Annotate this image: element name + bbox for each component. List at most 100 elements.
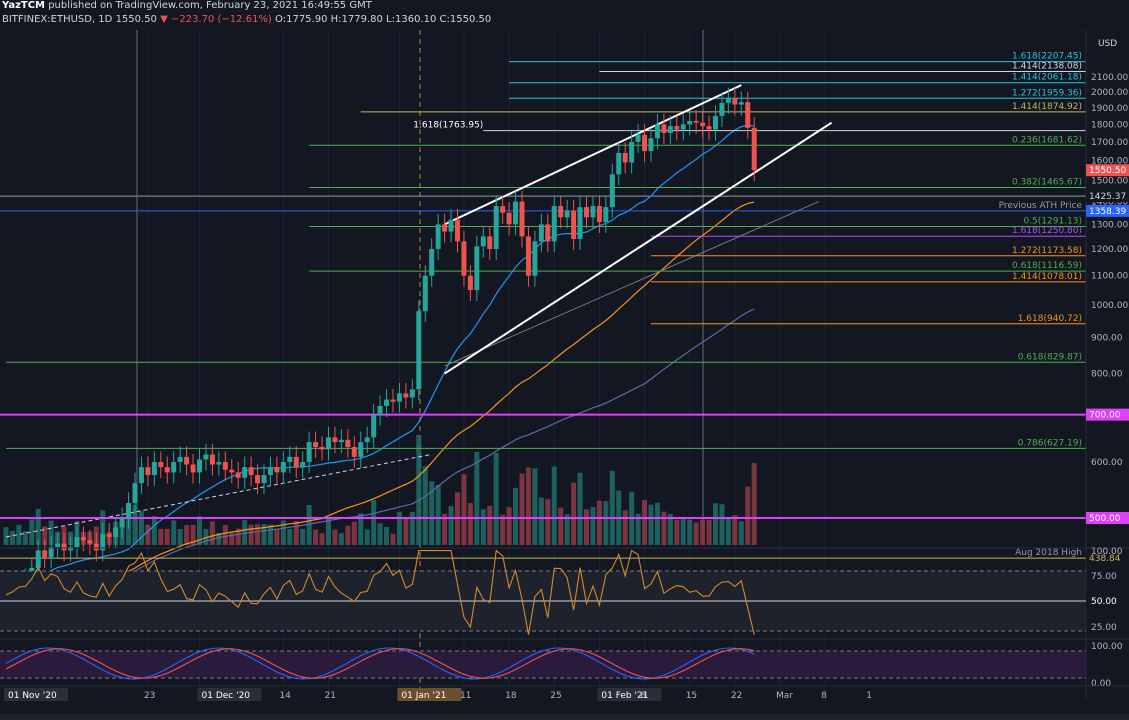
candle — [732, 87, 738, 116]
candle-body — [745, 102, 751, 128]
candle — [519, 191, 525, 248]
candle — [629, 131, 635, 174]
y-axis-tick: 1800.00 — [1091, 120, 1128, 130]
candle-body — [629, 141, 635, 163]
candle — [119, 507, 125, 539]
level-price-tag-text: 700.00 — [1089, 411, 1121, 421]
candle-body — [596, 206, 602, 223]
candle-body — [590, 206, 596, 218]
candle-body — [506, 212, 512, 225]
candle-body — [171, 461, 177, 473]
volume-bar — [9, 530, 15, 545]
x-axis-label: 15 — [686, 691, 697, 701]
candle-body — [274, 467, 280, 473]
rsi-tick: 25.00 — [1091, 623, 1117, 633]
candle-body — [558, 206, 564, 218]
volume-bar — [519, 473, 525, 545]
candle-body — [306, 442, 312, 462]
candle — [545, 213, 551, 253]
fib-level-label: 0.236(1681.62) — [1012, 135, 1082, 145]
channel-upper-line — [444, 84, 742, 226]
candle — [725, 87, 731, 114]
candle-body — [487, 236, 493, 249]
candle-body — [93, 543, 99, 551]
x-axis-label: 8 — [641, 691, 647, 701]
candle-body — [667, 126, 673, 134]
candle-body — [80, 537, 86, 541]
candle-body — [326, 437, 331, 450]
x-axis-label: 01 Feb '21 — [601, 691, 648, 701]
candle-body — [654, 124, 660, 139]
candle — [467, 265, 473, 301]
candle-body — [248, 467, 254, 476]
fib-level-label: 0.618(829.87) — [1018, 352, 1082, 362]
volume-bar — [145, 524, 151, 545]
candle — [538, 213, 544, 253]
candle-body — [609, 174, 615, 208]
candle — [177, 446, 183, 473]
volume-bar — [596, 500, 602, 545]
volume-bar — [700, 519, 706, 545]
volume-bar — [203, 529, 209, 545]
volume-bar — [416, 435, 422, 545]
candle — [106, 523, 112, 548]
volume-bar — [622, 510, 628, 545]
candle — [235, 461, 241, 489]
candle — [713, 105, 718, 141]
candle — [332, 426, 338, 454]
volume-bar — [429, 481, 435, 545]
volume-bar — [609, 470, 615, 545]
candle — [326, 426, 331, 461]
candle — [300, 451, 306, 479]
candle-body — [422, 275, 428, 312]
candle-body — [584, 207, 589, 218]
mid-trendline — [444, 201, 819, 367]
candle-body — [416, 311, 422, 390]
candle-body — [48, 546, 54, 558]
candle — [261, 464, 267, 495]
candle — [100, 523, 106, 562]
candle — [513, 191, 519, 236]
candle-body — [616, 152, 622, 175]
candle-body — [409, 389, 415, 398]
volume-bar — [190, 524, 196, 545]
symbol-name: BITFINEX:ETHUSD, 1D — [2, 14, 113, 25]
fib-level-label: 1.272(1173.58) — [1012, 246, 1082, 256]
candle — [229, 459, 235, 484]
candle-body — [358, 442, 364, 457]
fib-level-label: 0.786(627.19) — [1018, 438, 1082, 448]
candle — [642, 124, 648, 163]
level-note: Aug 2018 High — [1015, 548, 1082, 558]
volume-bar — [525, 467, 531, 545]
candle-body — [461, 241, 467, 276]
volume-bar — [396, 511, 402, 545]
volume-bar — [661, 511, 667, 545]
x-axis-label: 14 — [279, 691, 291, 701]
candle-body — [145, 467, 151, 476]
candle — [603, 196, 609, 233]
candle-body — [319, 446, 325, 450]
volume-bar — [551, 466, 557, 545]
candle — [171, 451, 177, 484]
candle-body — [351, 446, 357, 457]
ma-20-line — [31, 124, 755, 584]
candle-body — [525, 236, 531, 276]
y-axis-tick: 1700.00 — [1091, 138, 1128, 148]
candle-body — [151, 461, 157, 476]
volume-bar — [48, 520, 54, 545]
volume-bar — [216, 532, 222, 545]
volume-bar — [235, 528, 241, 545]
candle-body — [126, 503, 132, 518]
volume-bar — [377, 523, 383, 545]
candle-body — [713, 115, 718, 130]
candle — [422, 265, 428, 323]
candle-body — [564, 210, 570, 218]
candle-body — [203, 454, 209, 460]
candle-body — [545, 224, 551, 242]
x-axis-label: 1 — [866, 691, 872, 701]
candle — [371, 404, 377, 449]
candle-body — [674, 126, 680, 130]
candle-body — [384, 399, 390, 406]
candle-body — [448, 219, 454, 232]
